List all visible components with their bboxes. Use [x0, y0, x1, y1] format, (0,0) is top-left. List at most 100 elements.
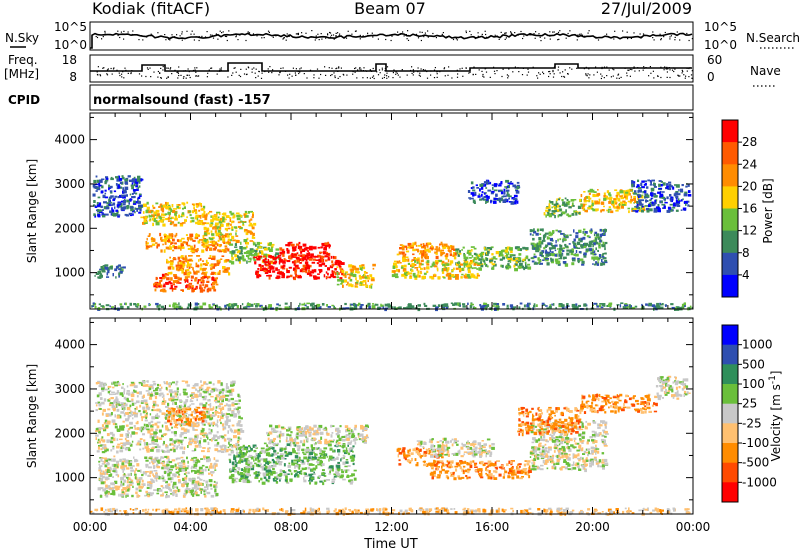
- nave-dot: [433, 69, 436, 71]
- scatter-cell: [178, 214, 180, 218]
- scatter-cell: [505, 186, 508, 190]
- scatter-cell: [566, 213, 569, 216]
- nave-dot: [537, 77, 539, 79]
- scatter-cell: [306, 252, 309, 255]
- scatter-cell: [588, 205, 592, 208]
- nave-dot: [147, 68, 149, 70]
- scatter-cell: [427, 250, 431, 253]
- scatter-cell: [194, 287, 198, 290]
- scatter-cell: [129, 384, 134, 387]
- scatter-cell: [601, 243, 606, 248]
- scatter-cell: [281, 508, 284, 512]
- scatter-cell: [149, 386, 152, 391]
- scatter-cell: [448, 246, 450, 250]
- scatter-cell: [111, 212, 116, 216]
- scatter-cell: [124, 186, 129, 190]
- scatter-cell: [107, 399, 111, 402]
- scatter-cell: [562, 247, 566, 249]
- scatter-cell: [161, 213, 165, 216]
- scatter-cell: [368, 285, 371, 289]
- scatter-cell: [148, 233, 151, 236]
- scatter-cell: [265, 268, 268, 271]
- scatter-cell: [237, 393, 240, 397]
- scatter-cell: [641, 199, 645, 202]
- scatter-cell: [559, 244, 561, 247]
- scatter-cell: [608, 200, 612, 204]
- scatter-cell: [112, 437, 116, 442]
- scatter-cell: [247, 250, 251, 254]
- scatter-cell: [157, 404, 159, 407]
- scatter-cell: [442, 508, 445, 512]
- scatter-cell: [275, 252, 277, 255]
- scatter-cell: [196, 205, 199, 208]
- scatter-cell: [619, 201, 623, 204]
- scatter-cell: [538, 260, 542, 262]
- scatter-cell: [213, 214, 218, 217]
- scatter-cell: [219, 236, 221, 239]
- scatter-cell: [574, 245, 578, 247]
- scatter-cell: [199, 402, 204, 405]
- scatter-cell: [224, 420, 229, 424]
- scatter-cell: [366, 510, 370, 514]
- scatter-cell: [168, 214, 171, 217]
- nave-dot: [365, 70, 367, 72]
- scatter-cell: [171, 242, 174, 245]
- scatter-cell: [186, 216, 188, 219]
- scatter-cell: [141, 395, 144, 399]
- scatter-cell: [226, 304, 230, 307]
- scatter-cell: [246, 303, 251, 307]
- scatter-cell: [159, 277, 163, 280]
- scatter-cell: [377, 508, 379, 512]
- scatter-cell: [101, 412, 104, 416]
- scatter-cell: [226, 418, 228, 422]
- scatter-cell: [177, 276, 180, 280]
- scatter-cell: [253, 256, 258, 259]
- scatter-cell: [251, 236, 256, 239]
- scatter-cell: [98, 184, 103, 187]
- scatter-cell: [651, 201, 654, 205]
- nsearch-label: N.Search: [746, 31, 800, 45]
- scatter-cell: [571, 213, 575, 216]
- scatter-cell: [210, 219, 214, 222]
- scatter-cell: [214, 508, 218, 511]
- scatter-cell: [199, 267, 203, 271]
- scatter-cell: [501, 508, 504, 512]
- scatter-cell: [203, 423, 206, 426]
- scatter-cell: [424, 304, 428, 307]
- scatter-cell: [557, 238, 559, 242]
- nave-dot: [309, 69, 312, 71]
- scatter-cell: [361, 264, 365, 267]
- scatter-cell: [532, 234, 534, 236]
- scatter-cell: [439, 243, 441, 246]
- scatter-cell: [492, 256, 496, 260]
- nsearch-dot: [285, 39, 287, 41]
- scatter-cell: [405, 250, 410, 253]
- scatter-cell: [219, 226, 222, 230]
- scatter-cell: [237, 409, 239, 412]
- nave-dot: [149, 67, 151, 69]
- nsearch-dot: [347, 30, 349, 32]
- scatter-cell: [225, 450, 227, 453]
- scatter-cell: [128, 198, 133, 201]
- scatter-cell: [583, 191, 586, 193]
- scatter-cell: [410, 260, 413, 263]
- scatter-cell: [593, 509, 598, 512]
- nsearch-dot: [641, 36, 643, 38]
- scatter-cell: [469, 257, 472, 259]
- scatter-cell: [237, 221, 241, 224]
- scatter-cell: [262, 507, 265, 511]
- scatter-cell: [188, 441, 192, 446]
- scatter-cell: [256, 241, 261, 246]
- scatter-cell: [399, 247, 403, 250]
- scatter-cell: [230, 223, 232, 226]
- nave-dot: [369, 77, 371, 79]
- nave-dot: [564, 69, 566, 71]
- colorbar-swatch: [722, 208, 738, 232]
- nave-dot: [506, 74, 508, 76]
- scatter-cell: [181, 510, 183, 513]
- scatter-cell: [418, 262, 422, 266]
- scatter-cell: [235, 232, 237, 236]
- scatter-cell: [341, 262, 345, 265]
- scatter-cell: [668, 184, 672, 188]
- scatter-cell: [559, 208, 562, 211]
